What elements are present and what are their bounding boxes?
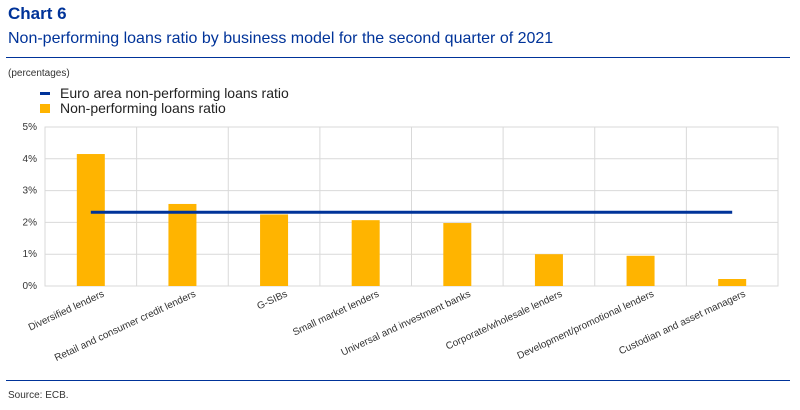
bar [260, 214, 289, 286]
x-tick-label: Diversified lenders [27, 289, 106, 334]
y-tick-label: 5% [23, 122, 38, 133]
bar [443, 223, 472, 286]
legend-item-line: Euro area non-performing loans ratio [40, 86, 289, 101]
legend-item-bar: Non-performing loans ratio [40, 101, 289, 116]
x-tick-label: Small market lenders [291, 289, 381, 339]
bar [168, 203, 197, 286]
y-tick-label: 2% [23, 217, 38, 228]
source-note: Source: ECB. [8, 390, 69, 401]
legend-line-label: Euro area non-performing loans ratio [60, 85, 289, 101]
bar [534, 254, 563, 286]
chart-number: Chart 6 [8, 4, 67, 23]
chart-title: Non-performing loans ratio by business m… [8, 30, 554, 47]
units-label: (percentages) [8, 68, 70, 79]
top-rule [6, 57, 790, 58]
bar [626, 255, 655, 286]
y-tick-label: 0% [23, 281, 38, 292]
y-tick-label: 4% [23, 154, 38, 165]
legend: Euro area non-performing loans ratio Non… [40, 86, 289, 116]
x-tick-label: G-SIBs [255, 289, 289, 313]
y-tick-label: 1% [23, 249, 38, 260]
bar [76, 154, 105, 286]
bottom-rule [6, 380, 790, 381]
legend-line-swatch [40, 92, 50, 95]
bar [351, 220, 380, 286]
bar [718, 279, 747, 286]
legend-bar-label: Non-performing loans ratio [60, 100, 226, 116]
y-tick-label: 3% [23, 186, 38, 197]
legend-bar-swatch [40, 104, 50, 113]
x-tick-label: Retail and consumer credit lenders [53, 289, 198, 364]
